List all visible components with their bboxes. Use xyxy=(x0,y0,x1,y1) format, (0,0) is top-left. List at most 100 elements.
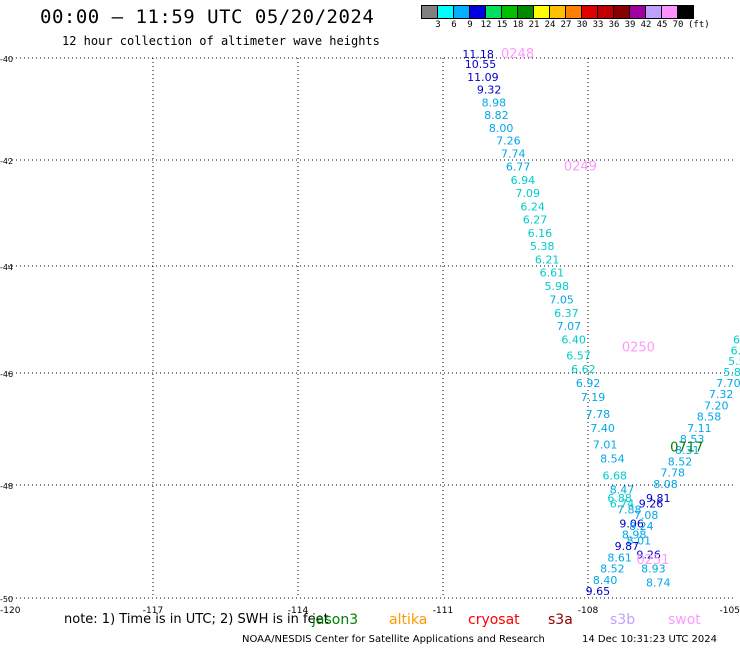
satellite-legend-s3b: s3b xyxy=(610,612,636,628)
wave-height-value: 11.18 xyxy=(462,48,494,61)
y-tick-label: -42 xyxy=(0,157,13,166)
grid-lines xyxy=(8,57,733,599)
wave-height-value: 8.74 xyxy=(646,577,671,590)
wave-height-value: 6.88 xyxy=(607,492,632,505)
wave-height-value: 11.09 xyxy=(467,71,499,84)
wave-height-value: 5.55 xyxy=(728,355,740,368)
wave-height-value: 8.52 xyxy=(600,563,625,576)
wave-height-value: 7.20 xyxy=(704,399,729,412)
color-legend-swatches xyxy=(421,5,710,19)
wave-height-value: 8.24 xyxy=(629,520,654,533)
wave-height-value: 8.82 xyxy=(484,109,509,122)
wave-height-value: 7.07 xyxy=(557,320,582,333)
x-tick-label: -117 xyxy=(143,606,163,616)
wave-height-value: 8.52 xyxy=(668,455,693,468)
satellite-legend-swot: swot xyxy=(668,612,701,628)
wave-height-value: 6.68 xyxy=(603,469,628,482)
pass-number-label: 0717 xyxy=(670,440,703,455)
y-tick-label: -50 xyxy=(0,595,13,604)
color-legend-label: 42 xyxy=(640,20,652,30)
wave-height-value: 6.27 xyxy=(523,214,548,227)
wave-height-value: 6.1 xyxy=(731,344,740,357)
wave-height-value: 8.98 xyxy=(482,96,507,109)
wave-height-value: 8.93 xyxy=(641,563,666,576)
wave-height-value: 7.88 xyxy=(617,503,642,516)
wave-height-value: 8.08 xyxy=(653,478,678,491)
x-tick-label: -114 xyxy=(288,606,309,616)
wave-height-value: 6.92 xyxy=(576,377,601,390)
wave-height-value: 7.05 xyxy=(549,293,574,306)
color-legend-label: 27 xyxy=(560,20,572,30)
wave-height-value: 6.21 xyxy=(535,253,560,266)
x-tick-label: -105 xyxy=(720,606,740,616)
color-legend-label: 45 xyxy=(656,20,668,30)
wave-height-value: 9.81 xyxy=(646,492,671,505)
wave-height-value: 7.09 xyxy=(516,187,541,200)
color-legend-label: 33 xyxy=(592,20,604,30)
color-swatch xyxy=(677,5,694,19)
y-tick-label: -48 xyxy=(0,482,13,491)
pass-number-label: 0249 xyxy=(564,160,597,175)
wave-height-value: 8.00 xyxy=(489,122,513,135)
wave-height-value: 9.65 xyxy=(586,585,611,598)
chart-subtitle: 12 hour collection of altimeter wave hei… xyxy=(62,34,380,48)
color-legend-label: 12 xyxy=(480,20,492,30)
y-tick-label: -46 xyxy=(0,370,13,379)
wave-height-value: 8.54 xyxy=(600,453,625,466)
wave-height-value: 9.06 xyxy=(619,517,644,530)
wave-height-value: 6.61 xyxy=(540,267,565,280)
color-legend-label: 9 xyxy=(467,20,473,30)
wave-height-value: 6.77 xyxy=(506,161,531,174)
wave-height-value: 7.26 xyxy=(496,135,520,148)
y-tick-label: -40 xyxy=(0,55,13,64)
wave-height-value: 7.74 xyxy=(501,147,526,160)
data-points: 11.1810.5511.099.328.988.828.007.267.746… xyxy=(462,48,740,598)
credit-text: NOAA/NESDIS Center for Satellite Applica… xyxy=(242,634,545,645)
color-legend-label: 18 xyxy=(512,20,524,30)
color-legend-unit: (ft) xyxy=(688,20,710,30)
color-legend-labels: 3 6 9 12 15 18 21 24 27 30 33 36 39 42 45 70 (ft) xyxy=(422,20,710,30)
axis-tick-labels: -40 -42 -44 -46 -48 -50 -120 -117 -114 -111 -108 -1… xyxy=(0,55,740,616)
wave-height-value: 6.57 xyxy=(566,350,591,363)
satellite-legend-s3a: s3a xyxy=(548,612,573,628)
wave-height-value: 6.62 xyxy=(571,363,596,376)
wave-height-value: 6.24 xyxy=(520,200,545,213)
pass-labels: 0248 0249 0250 0251 0717 xyxy=(501,47,703,568)
pass-number-label: 0251 xyxy=(636,553,669,568)
wave-height-value: 7.11 xyxy=(687,422,712,435)
color-legend-label: 30 xyxy=(576,20,588,30)
wave-height-value: 6.94 xyxy=(511,174,535,187)
footer-note: note: 1) Time is in UTC; 2) SWH is in fe… xyxy=(64,612,329,627)
wave-height-value: 8.58 xyxy=(697,411,722,424)
wave-height-value: 6.40 xyxy=(561,334,586,347)
x-tick-label: -108 xyxy=(578,606,599,616)
color-legend-label: 3 xyxy=(435,20,441,30)
wave-height-value: 6.16 xyxy=(528,227,553,240)
color-legend-label: 15 xyxy=(496,20,508,30)
color-legend: 3 6 9 12 15 18 21 24 27 30 33 36 39 42 45 70 (ft) xyxy=(421,5,710,30)
wave-height-value: 7.40 xyxy=(590,422,615,435)
satellite-legend-jason3: jason3 xyxy=(312,612,359,628)
wave-height-value: 8.31 xyxy=(675,444,700,457)
wave-height-value: 7.32 xyxy=(709,388,734,401)
color-legend-label: 39 xyxy=(624,20,636,30)
x-tick-label: -120 xyxy=(0,606,21,616)
y-tick-label: -44 xyxy=(0,263,13,272)
wave-height-value: 5.83 xyxy=(723,366,740,379)
wave-height-value: 6. xyxy=(733,334,740,347)
wave-height-value: 7.01 xyxy=(593,439,618,452)
wave-height-value: 8.01 xyxy=(627,534,652,547)
wave-height-value: 6.37 xyxy=(554,307,579,320)
wave-height-value: 7.70 xyxy=(716,377,740,390)
pass-number-label: 0248 xyxy=(501,47,534,62)
wave-height-value: 9.32 xyxy=(477,84,502,97)
wave-height-value: 8.40 xyxy=(593,574,618,587)
wave-height-value: 9.87 xyxy=(615,540,640,553)
x-tick-label: -111 xyxy=(433,606,453,616)
wave-height-value: 9.26 xyxy=(636,548,661,561)
chart-title: 00:00 – 11:59 UTC 05/20/2024 xyxy=(40,6,375,28)
wave-height-value: 7.78 xyxy=(586,408,611,421)
color-legend-label: 21 xyxy=(528,20,540,30)
satellite-legend-cryosat: cryosat xyxy=(468,612,520,628)
